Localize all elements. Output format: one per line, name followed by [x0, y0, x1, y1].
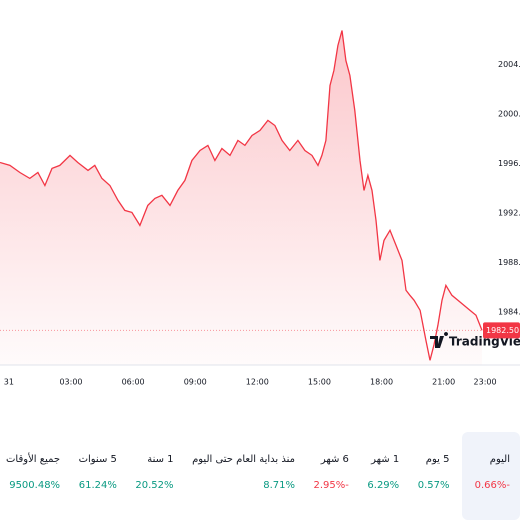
period-change: 0.57%	[417, 480, 450, 491]
x-tick-label: 09:00	[184, 378, 207, 387]
period-change: 6.29%	[367, 480, 400, 491]
x-tick-label: 23:00	[474, 378, 497, 387]
y-tick-label: 1988.00	[498, 258, 520, 267]
x-tick-label: 15:00	[308, 378, 331, 387]
x-tick-label: 12:00	[246, 378, 269, 387]
period-tab[interactable]: 5 سنوات 61.24%	[73, 432, 127, 520]
period-change: 8.71%	[263, 480, 295, 491]
x-tick-label: 31	[4, 378, 14, 387]
last-price-label: 1982.50	[486, 326, 519, 335]
x-tick-label: 21:00	[432, 378, 455, 387]
period-label: جميع الأوقات	[6, 454, 61, 465]
period-tab[interactable]: 5 يوم 0.57%	[412, 432, 460, 520]
period-label: 5 يوم	[425, 454, 450, 465]
period-label: منذ بداية العام حتى اليوم	[192, 454, 295, 465]
y-tick-label: 1992.00	[498, 208, 520, 217]
area-fill	[0, 30, 482, 365]
x-tick-label: 18:00	[370, 378, 393, 387]
y-tick-label: 1984.00	[498, 307, 520, 316]
chart: 23:00 21:00 18:00 15:00 12:00 09:00 06:00 03:00…	[0, 30, 520, 387]
y-tick-label: 1996.00	[498, 159, 520, 168]
period-tab[interactable]: اليوم 0.66%-	[462, 432, 520, 520]
x-tick-label: 06:00	[122, 378, 145, 387]
period-change: 0.66%-	[474, 480, 510, 491]
logo	[430, 332, 449, 348]
period-label: اليوم	[489, 454, 510, 465]
period-label: 1 شهر	[371, 454, 400, 465]
period-tab[interactable]: منذ بداية العام حتى اليوم 8.71%	[186, 432, 305, 520]
period-tab[interactable]: جميع الأوقات 9500.48%	[0, 432, 70, 520]
period-change: 20.52%	[135, 480, 174, 491]
last-price-box	[483, 322, 520, 339]
period-tab[interactable]: 6 شهر 2.95%-	[308, 432, 359, 520]
y-tick-label: 2004.00	[498, 60, 520, 69]
period-label: 6 شهر	[320, 454, 349, 465]
period-tab[interactable]: 1 شهر 6.29%	[361, 432, 409, 520]
period-change: 2.95%-	[313, 480, 349, 491]
y-tick-label: 2000.00	[498, 109, 520, 118]
period-label: 5 سنوات	[78, 454, 117, 465]
period-change: 61.24%	[78, 480, 117, 491]
period-label: 1 سنة	[147, 454, 174, 465]
period-tabs: اليوم 0.66%- 5 يوم 0.57% 1 شهر 6.29% 6 شهر 2.95…	[0, 432, 520, 520]
x-tick-label: 03:00	[59, 378, 82, 387]
period-tab[interactable]: 1 سنة 20.52%	[129, 432, 183, 520]
period-change: 9500.48%	[9, 480, 61, 491]
